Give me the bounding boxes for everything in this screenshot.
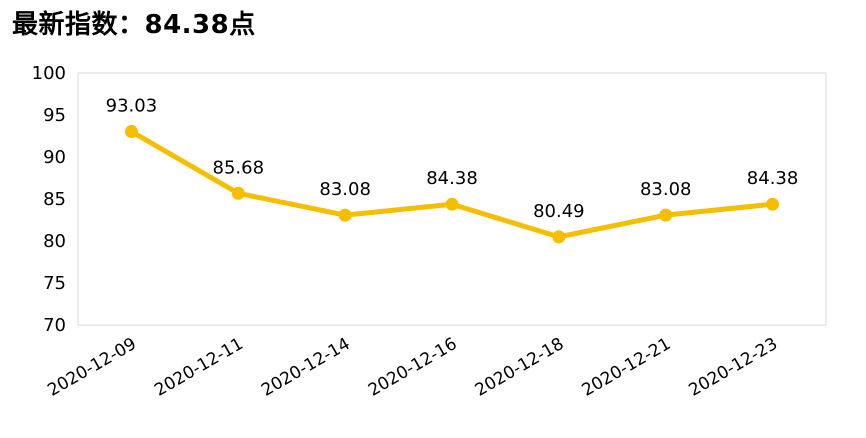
x-tick-label: 2020-12-09 xyxy=(44,334,140,401)
x-tick-label: 2020-12-11 xyxy=(151,334,247,401)
x-tick-label: 2020-12-21 xyxy=(579,334,675,401)
data-point xyxy=(338,208,352,222)
y-tick-label: 70 xyxy=(43,315,66,336)
data-label: 84.38 xyxy=(426,168,478,189)
y-tick-label: 85 xyxy=(43,189,66,210)
data-point xyxy=(445,197,459,211)
y-tick-label: 90 xyxy=(43,147,66,168)
data-label: 84.38 xyxy=(747,168,799,189)
x-tick-label: 2020-12-16 xyxy=(365,334,461,401)
plot-area-border xyxy=(77,72,827,326)
x-tick-label: 2020-12-14 xyxy=(258,334,354,401)
y-tick-label: 100 xyxy=(32,63,66,84)
y-tick-label: 75 xyxy=(43,273,66,294)
data-label: 83.08 xyxy=(319,179,371,200)
x-axis-ticks: 2020-12-09 2020-12-11 2020-12-14 2020-12-16… xyxy=(44,334,781,401)
x-tick-label: 2020-12-18 xyxy=(472,334,568,401)
data-point xyxy=(231,186,245,200)
data-label: 85.68 xyxy=(213,157,265,178)
data-point xyxy=(766,197,780,211)
data-point xyxy=(552,230,566,244)
data-point xyxy=(659,208,673,222)
x-tick-label: 2020-12-23 xyxy=(686,334,782,401)
y-tick-label: 95 xyxy=(43,105,66,126)
y-tick-label: 80 xyxy=(43,231,66,252)
data-label: 83.08 xyxy=(640,179,692,200)
data-labels: 93.03 85.68 83.08 84.38 80.49 83.08 84.38 xyxy=(106,96,799,222)
series-group xyxy=(124,125,780,244)
data-point xyxy=(124,125,138,139)
y-axis-ticks: 100 95 90 85 80 75 70 xyxy=(32,63,66,336)
data-label: 93.03 xyxy=(106,96,158,117)
chart-title: 最新指数：84.38点 xyxy=(12,10,256,40)
data-label: 80.49 xyxy=(533,201,585,222)
